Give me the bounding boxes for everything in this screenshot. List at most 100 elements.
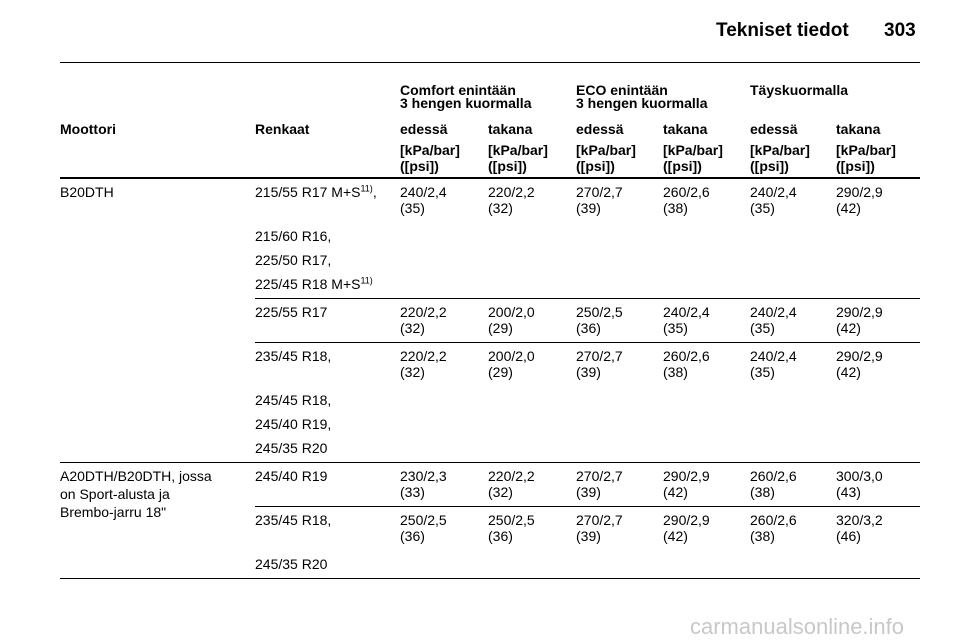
pressure: 220/2,2 bbox=[488, 468, 535, 484]
pressure: (32) bbox=[400, 320, 425, 336]
row-rule bbox=[60, 578, 920, 579]
tyre-suffix: , bbox=[372, 184, 377, 200]
pressure: 270/2,7 bbox=[576, 468, 623, 484]
pressure: 260/2,6 bbox=[663, 184, 710, 200]
pressure: (36) bbox=[400, 528, 425, 544]
unit-label: ([psi]) bbox=[836, 158, 875, 174]
column-header: takana bbox=[836, 121, 881, 137]
pressure: (36) bbox=[576, 320, 601, 336]
unit-label: ([psi]) bbox=[576, 158, 615, 174]
row-rule bbox=[255, 506, 920, 507]
pressure: (38) bbox=[663, 200, 688, 216]
unit-label: ([psi]) bbox=[488, 158, 527, 174]
pressure: 240/2,4 bbox=[750, 304, 797, 320]
pressure: (35) bbox=[400, 200, 425, 216]
group-header: 3 hengen kuormalla bbox=[576, 95, 708, 111]
pressure: (33) bbox=[400, 484, 425, 500]
pressure: 250/2,5 bbox=[488, 512, 535, 528]
pressure: 250/2,5 bbox=[576, 304, 623, 320]
pressure: (38) bbox=[663, 364, 688, 380]
pressure: 290/2,9 bbox=[836, 348, 883, 364]
tyre-text: 245/45 R18, bbox=[255, 392, 332, 408]
pressure: (39) bbox=[576, 484, 601, 500]
engine-name: B20DTH bbox=[60, 184, 114, 200]
column-header: edessä bbox=[400, 121, 448, 137]
pressure: (42) bbox=[836, 200, 861, 216]
pressure: 260/2,6 bbox=[663, 348, 710, 364]
row-rule bbox=[60, 462, 920, 463]
tyre-size: 245/35 R20 bbox=[255, 440, 327, 456]
footnote-ref: 11) bbox=[360, 183, 373, 194]
pressure: (32) bbox=[488, 484, 513, 500]
tyre-size: 225/55 R17 bbox=[255, 304, 327, 320]
unit-label: [kPa/bar] bbox=[488, 142, 548, 158]
tyre-size: 245/40 R19, bbox=[255, 416, 331, 432]
unit-label: [kPa/bar] bbox=[576, 142, 636, 158]
pressure: 300/3,0 bbox=[836, 468, 883, 484]
tyre-size: 215/55 R17 M+S11), bbox=[255, 184, 377, 200]
table-head-rule bbox=[60, 177, 920, 179]
tyre-size: 225/50 R17, bbox=[255, 252, 331, 268]
unit-label: [kPa/bar] bbox=[836, 142, 896, 158]
pressure: 290/2,9 bbox=[836, 304, 883, 320]
page-number: 303 bbox=[884, 20, 916, 41]
tyre-text: 225/45 R18 M+S bbox=[255, 276, 361, 292]
pressure: 220/2,2 bbox=[488, 184, 535, 200]
pressure: (38) bbox=[750, 484, 775, 500]
tyre-size: 235/45 R18, bbox=[255, 348, 331, 364]
pressure: (36) bbox=[488, 528, 513, 544]
column-header: takana bbox=[663, 121, 708, 137]
column-header: edessä bbox=[750, 121, 798, 137]
engine-name: on Sport-alusta ja bbox=[60, 486, 170, 502]
tyre-text: 215/55 R17 M+S bbox=[255, 184, 361, 200]
engine-name: Brembo-jarru 18" bbox=[60, 504, 167, 520]
pressure: 220/2,2 bbox=[400, 304, 447, 320]
pressure: (38) bbox=[750, 528, 775, 544]
pressure: (29) bbox=[488, 320, 513, 336]
pressure: 230/2,3 bbox=[400, 468, 447, 484]
column-header: edessä bbox=[576, 121, 624, 137]
row-rule bbox=[255, 342, 920, 343]
pressure: (42) bbox=[836, 320, 861, 336]
pressure: 270/2,7 bbox=[576, 348, 623, 364]
tyre-text: 225/55 R17 bbox=[255, 304, 328, 320]
pressure: 220/2,2 bbox=[400, 348, 447, 364]
tyre-text: 245/35 R20 bbox=[255, 440, 328, 456]
pressure: 240/2,4 bbox=[400, 184, 447, 200]
unit-label: ([psi]) bbox=[663, 158, 702, 174]
pressure: 200/2,0 bbox=[488, 304, 535, 320]
pressure: (39) bbox=[576, 200, 601, 216]
pressure: 260/2,6 bbox=[750, 512, 797, 528]
tyre-text: 215/60 R16, bbox=[255, 228, 332, 244]
pressure: (35) bbox=[750, 320, 775, 336]
pressure: 200/2,0 bbox=[488, 348, 535, 364]
column-header: Moottori bbox=[60, 121, 116, 137]
pressure: (42) bbox=[663, 528, 688, 544]
unit-label: [kPa/bar] bbox=[400, 142, 460, 158]
pressure: (35) bbox=[663, 320, 688, 336]
pressure: 270/2,7 bbox=[576, 184, 623, 200]
pressure: (35) bbox=[750, 364, 775, 380]
engine-name: A20DTH/B20DTH, jossa bbox=[60, 468, 212, 484]
group-header: ECO enintään bbox=[576, 82, 668, 98]
pressure: 240/2,4 bbox=[663, 304, 710, 320]
tyre-size: 245/35 R20 bbox=[255, 556, 327, 572]
tyre-size: 235/45 R18, bbox=[255, 512, 331, 528]
tyre-text: 245/40 R19, bbox=[255, 416, 332, 432]
column-header: Renkaat bbox=[255, 121, 310, 137]
watermark: carmanualsonline.info bbox=[690, 614, 905, 639]
pressure: 260/2,6 bbox=[750, 468, 797, 484]
pressure: 250/2,5 bbox=[400, 512, 447, 528]
pressure: (32) bbox=[488, 200, 513, 216]
pressure: (39) bbox=[576, 364, 601, 380]
unit-label: ([psi]) bbox=[400, 158, 439, 174]
group-header: Comfort enintään bbox=[400, 82, 516, 98]
pressure: 320/3,2 bbox=[836, 512, 883, 528]
tyre-text: 245/35 R20 bbox=[255, 556, 328, 572]
tyre-text: 235/45 R18, bbox=[255, 348, 332, 364]
tyre-size: 245/45 R18, bbox=[255, 392, 331, 408]
page-title: Tekniset tiedot bbox=[716, 20, 849, 41]
unit-label: [kPa/bar] bbox=[663, 142, 723, 158]
pressure: (39) bbox=[576, 528, 601, 544]
